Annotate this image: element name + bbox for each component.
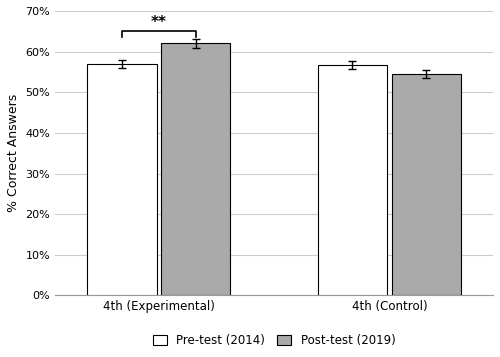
Text: **: ** [151,15,167,30]
Y-axis label: % Correct Answers: % Correct Answers [7,94,20,212]
Bar [392,74,461,296]
Bar [161,44,230,296]
Bar [88,64,156,296]
Legend: Pre-test (2014), Post-test (2019): Pre-test (2014), Post-test (2019) [148,330,400,352]
Bar [318,65,387,296]
